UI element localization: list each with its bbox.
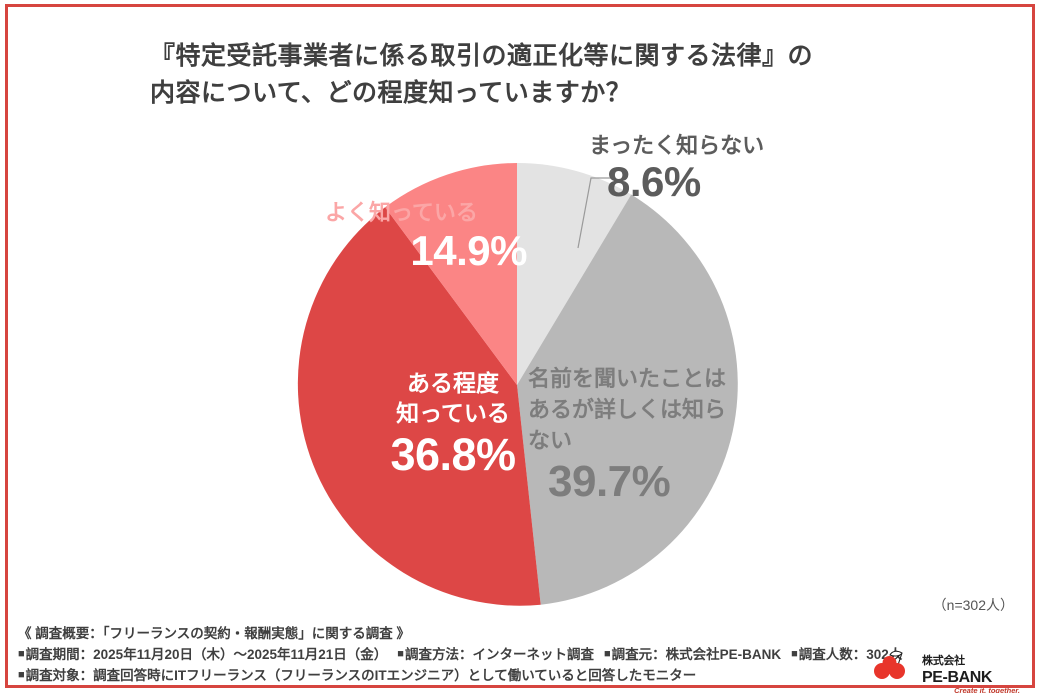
pie-label-some-name-2: 知っている (396, 400, 510, 427)
pie-label-none-name: まったく知らない (589, 133, 765, 158)
pie-chart: よく知っている 14.9% ある程度 知っている 36.8% 名前を聞いたことは… (270, 163, 764, 607)
pie-label-heard-name: 名前を聞いたことはあるが詳しくは知らない (528, 366, 727, 454)
footer-line-2: ■調査期間：2025年11月20日（木）〜2025年11月21日（金） ■調査方法… (18, 644, 902, 665)
logo-name-row: 株式会社 PE-BANK (922, 651, 1022, 687)
pie-label-some-name-1: ある程度 (407, 370, 499, 396)
footer-survey-period: 調査期間：2025年11月20日（木）〜2025年11月21日（金） (25, 647, 388, 662)
sample-size-note: （n=302人） (932, 597, 1014, 613)
pie-label-some-value: 36.8% (390, 428, 516, 480)
pie-label-heard: 名前を聞いたことはあるが詳しくは知らない 39.7% (528, 363, 743, 506)
pie-label-well-name: よく知っている (325, 200, 478, 225)
title-line-1: 『特定受託事業者に係る取引の適正化等に関する法律』の (150, 42, 814, 70)
bullet-icon: ■ (603, 648, 611, 660)
title-line-2: 内容について、どの程度知っていますか？ (150, 79, 632, 107)
footer-survey-method: 調査方法：インターネット調査 (404, 647, 594, 662)
pie-label-well-value: 14.9% (410, 226, 527, 274)
pie-label-some: ある程度 知っている 36.8% (353, 368, 553, 480)
bullet-icon: ■ (18, 669, 25, 681)
footer-line-3: ■調査対象：調査回答時にITフリーランス（フリーランスのITエンジニア）として働… (18, 665, 868, 686)
pie-label-none: まったく知らない 8.6% (589, 128, 839, 206)
pie-slice-well[interactable] (385, 163, 517, 385)
footer-survey-target: 調査対象：調査回答時にITフリーランス（フリーランスのITエンジニア）として働い… (25, 668, 697, 683)
logo-company: 株式会社 (922, 655, 965, 667)
footer-survey-source: 調査元：株式会社PE-BANK (611, 647, 782, 662)
pie-label-well: よく知っている 14.9% (325, 200, 535, 274)
pie-slice-heard[interactable] (517, 194, 738, 605)
logo-text: 株式会社 PE-BANK Create it, together. (922, 651, 1022, 693)
bullet-icon: ■ (397, 648, 404, 660)
bullet-icon: ■ (791, 648, 798, 660)
logo-tagline: Create it, together. (954, 686, 1020, 693)
pie-label-heard-value: 39.7% (548, 456, 671, 506)
footer-survey-count: 調査人数：302人 (798, 647, 903, 662)
pie-slice-some[interactable] (297, 207, 541, 606)
bullet-icon: ■ (18, 648, 25, 660)
footer-heading: 《 調査概要：「フリーランスの契約・報酬実態」に関する調査 》 (18, 626, 410, 641)
pie-label-none-value: 8.6% (607, 158, 701, 205)
cherry-icon (874, 650, 905, 679)
pe-bank-logo: 株式会社 PE-BANK Create it, together. (872, 649, 1022, 693)
page-title: 『特定受託事業者に係る取引の適正化等に関する法律』の 内容について、どの程度知っ… (150, 38, 910, 112)
footer-notes: 《 調査概要：「フリーランスの契約・報酬実態」に関する調査 》 ■調査期間：20… (18, 624, 902, 686)
logo-brand: PE-BANK (922, 669, 993, 686)
